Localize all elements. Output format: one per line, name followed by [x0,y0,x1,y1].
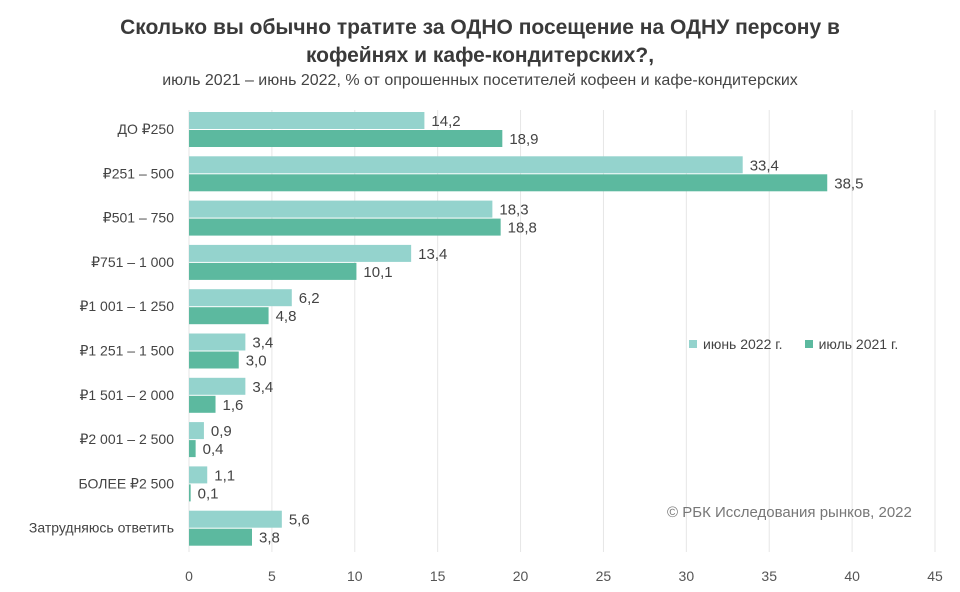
category-label: ₽1 251 – 1 500 [79,343,174,359]
x-tick-label: 40 [844,568,860,584]
data-label: 6,2 [299,290,320,307]
data-label: 3,4 [252,335,273,352]
data-label: 3,0 [246,353,267,370]
bar [189,466,208,484]
data-label: 5,6 [289,512,310,529]
data-label: 18,8 [508,220,537,237]
bar [189,528,252,546]
chart-title-line1: Сколько вы обычно тратите за ОДНО посеще… [120,16,840,39]
legend-item-june2022: июнь 2022 г. [689,336,783,352]
bar [189,244,412,262]
x-tick-label: 35 [761,568,777,584]
data-label: 38,5 [834,175,863,192]
data-label: 0,4 [203,441,224,458]
chart-title-line2: кофейнях и кафе-кондитерских?, [305,44,655,67]
category-label: ₽2 001 – 2 500 [79,431,174,447]
legend-item-july2021: июль 2021 г. [804,336,899,352]
data-label: 18,9 [509,131,538,148]
legend-label-july2021: июль 2021 г. [818,336,899,352]
data-label: 0,9 [211,423,232,440]
x-tick-label: 25 [596,568,612,584]
data-label: 3,8 [259,530,280,547]
x-tick-label: 20 [513,568,529,584]
bar [189,333,246,351]
data-label: 18,3 [499,202,528,219]
category-label: Затрудняюсь ответить [29,520,174,536]
data-label: 1,6 [223,397,244,414]
legend-label-june2022: июнь 2022 г. [703,336,783,352]
bar [189,307,269,325]
category-label: ₽501 – 750 [103,210,174,226]
bar [189,218,501,236]
category-label: ДО ₽250 [117,121,174,137]
x-tick-label: 0 [185,568,193,584]
category-label: ₽1 501 – 2 000 [79,387,174,403]
bar [189,200,493,218]
bar [189,174,828,192]
bar [189,440,196,458]
legend: июнь 2022 г. июль 2021 г. [689,336,898,352]
data-label: 4,8 [276,308,297,325]
legend-swatch-july2021 [804,340,813,348]
data-label: 0,1 [198,485,219,502]
data-label: 14,2 [431,113,460,130]
data-label: 3,4 [252,379,273,396]
data-label: 33,4 [750,157,779,174]
bar [189,422,204,440]
bar [189,510,282,528]
data-label: 10,1 [363,264,392,281]
x-tick-label: 45 [927,568,943,584]
chart-title: Сколько вы обычно тратите за ОДНО посеще… [0,14,960,70]
x-tick-label: 5 [268,568,276,584]
bar [189,351,239,369]
bar [189,112,425,129]
credit: © РБК Исследования рынков, 2022 [667,504,912,521]
category-label: БОЛЕЕ ₽2 500 [79,475,175,491]
legend-swatch-june2022 [689,340,697,348]
category-label: ₽251 – 500 [103,165,174,181]
x-tick-label: 30 [679,568,695,584]
bar [189,377,246,395]
data-label: 13,4 [418,246,447,263]
bar [189,156,743,174]
chart-subtitle: июль 2021 – июнь 2022, % от опрошенных п… [162,72,798,89]
bar [189,484,191,502]
x-tick-label: 15 [430,568,446,584]
bar [189,395,216,413]
bar [189,289,292,307]
bar [189,262,357,280]
data-label: 1,1 [214,467,235,484]
x-tick-label: 10 [347,568,363,584]
bar [189,130,503,147]
category-label: ₽751 – 1 000 [91,254,174,270]
category-label: ₽1 001 – 1 250 [79,298,174,314]
